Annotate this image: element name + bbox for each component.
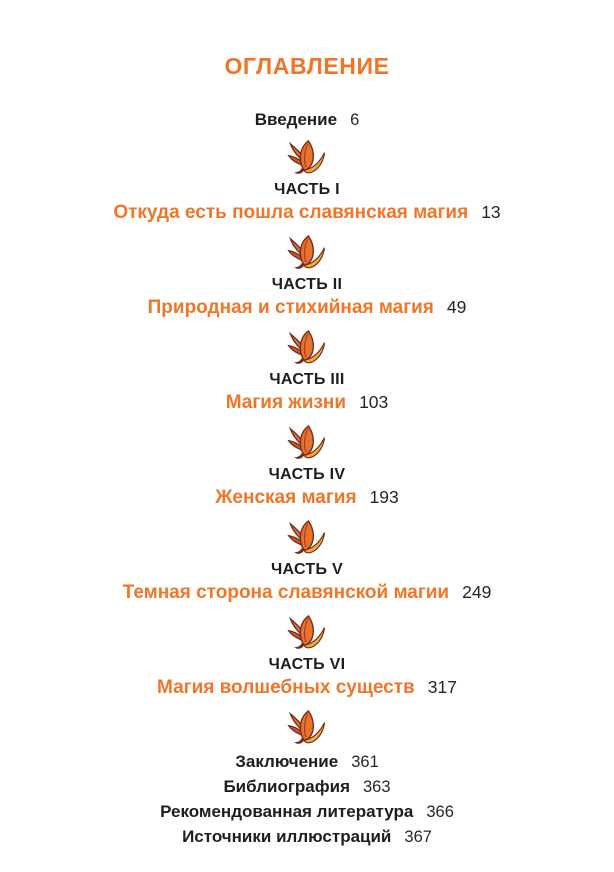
toc-part-5: ЧАСТЬ V Темная сторона славянской магии …: [123, 509, 492, 604]
entry-label: Введение: [254, 110, 338, 129]
entry-page-number: 193: [369, 487, 399, 507]
entry-page-number: 103: [359, 392, 389, 412]
entry-page-number: 317: [427, 677, 457, 697]
chapter-title: Магия жизни: [225, 392, 347, 413]
toc-part-6: ЧАСТЬ VI Магия волшебных существ 317: [157, 604, 457, 699]
firebird-flower-icon: [287, 140, 327, 176]
toc-part-2: ЧАСТЬ II Природная и стихийная магия 49: [148, 224, 467, 319]
toc-entry-introduction: Введение 6: [254, 110, 360, 130]
toc-entry-chapter: Магия жизни 103: [226, 391, 389, 414]
entry-page-number: 363: [363, 778, 391, 796]
part-label: ЧАСТЬ II: [271, 276, 343, 293]
toc-part-4: ЧАСТЬ IV Женская магия 193: [215, 414, 399, 509]
part-label: ЧАСТЬ III: [269, 371, 345, 388]
firebird-flower-icon: [287, 710, 327, 746]
entry-label: Рекомендованная литература: [160, 802, 414, 821]
toc-entry-chapter: Природная и стихийная магия 49: [148, 296, 467, 319]
toc-part-3: ЧАСТЬ III Магия жизни 103: [226, 319, 389, 414]
entry-page-number: 6: [350, 111, 360, 129]
toc-end-list: Заключение 361 Библиография 363 Рекоменд…: [160, 752, 454, 847]
entry-label: Библиография: [223, 777, 350, 796]
firebird-flower-icon: [287, 520, 327, 556]
toc-entry-recommended-literature: Рекомендованная литература 366: [160, 802, 454, 822]
toc-entry-chapter: Магия волшебных существ 317: [157, 676, 457, 699]
entry-page-number: 49: [446, 297, 467, 317]
part-label: ЧАСТЬ VI: [268, 656, 346, 673]
entry-label: Источники иллюстраций: [182, 827, 392, 846]
chapter-title: Темная сторона славянской магии: [122, 582, 450, 603]
entry-page-number: 13: [481, 202, 501, 222]
toc-entry-chapter: Откуда есть пошла славянская магия 13: [113, 201, 500, 224]
toc-entry-conclusion: Заключение 361: [235, 752, 379, 772]
part-label: ЧАСТЬ V: [270, 561, 344, 578]
toc-entry-illustration-sources: Источники иллюстраций 367: [182, 827, 432, 847]
toc-part-1: ЧАСТЬ I Откуда есть пошла славянская маг…: [113, 129, 501, 224]
part-label: ЧАСТЬ I: [274, 181, 340, 198]
part-label: ЧАСТЬ IV: [268, 466, 346, 483]
chapter-title: Магия волшебных существ: [157, 677, 415, 698]
chapter-title: Откуда есть пошла славянская магия: [113, 202, 469, 223]
firebird-flower-icon: [287, 615, 327, 651]
entry-page-number: 366: [426, 803, 454, 821]
toc-entry-chapter: Женская магия 193: [215, 486, 398, 509]
entry-label: Заключение: [235, 752, 339, 771]
firebird-flower-icon: [287, 425, 327, 461]
entry-page-number: 249: [462, 582, 492, 602]
chapter-title: Природная и стихийная магия: [147, 297, 434, 318]
firebird-flower-icon: [287, 235, 327, 271]
page-title: ОГЛАВЛЕНИЕ: [224, 53, 390, 79]
toc-entry-bibliography: Библиография 363: [223, 777, 391, 797]
toc-entry-chapter: Темная сторона славянской магии 249: [123, 581, 492, 604]
firebird-flower-icon: [287, 330, 327, 366]
entry-page-number: 367: [404, 828, 432, 846]
entry-page-number: 361: [351, 753, 379, 771]
chapter-title: Женская магия: [215, 487, 357, 508]
